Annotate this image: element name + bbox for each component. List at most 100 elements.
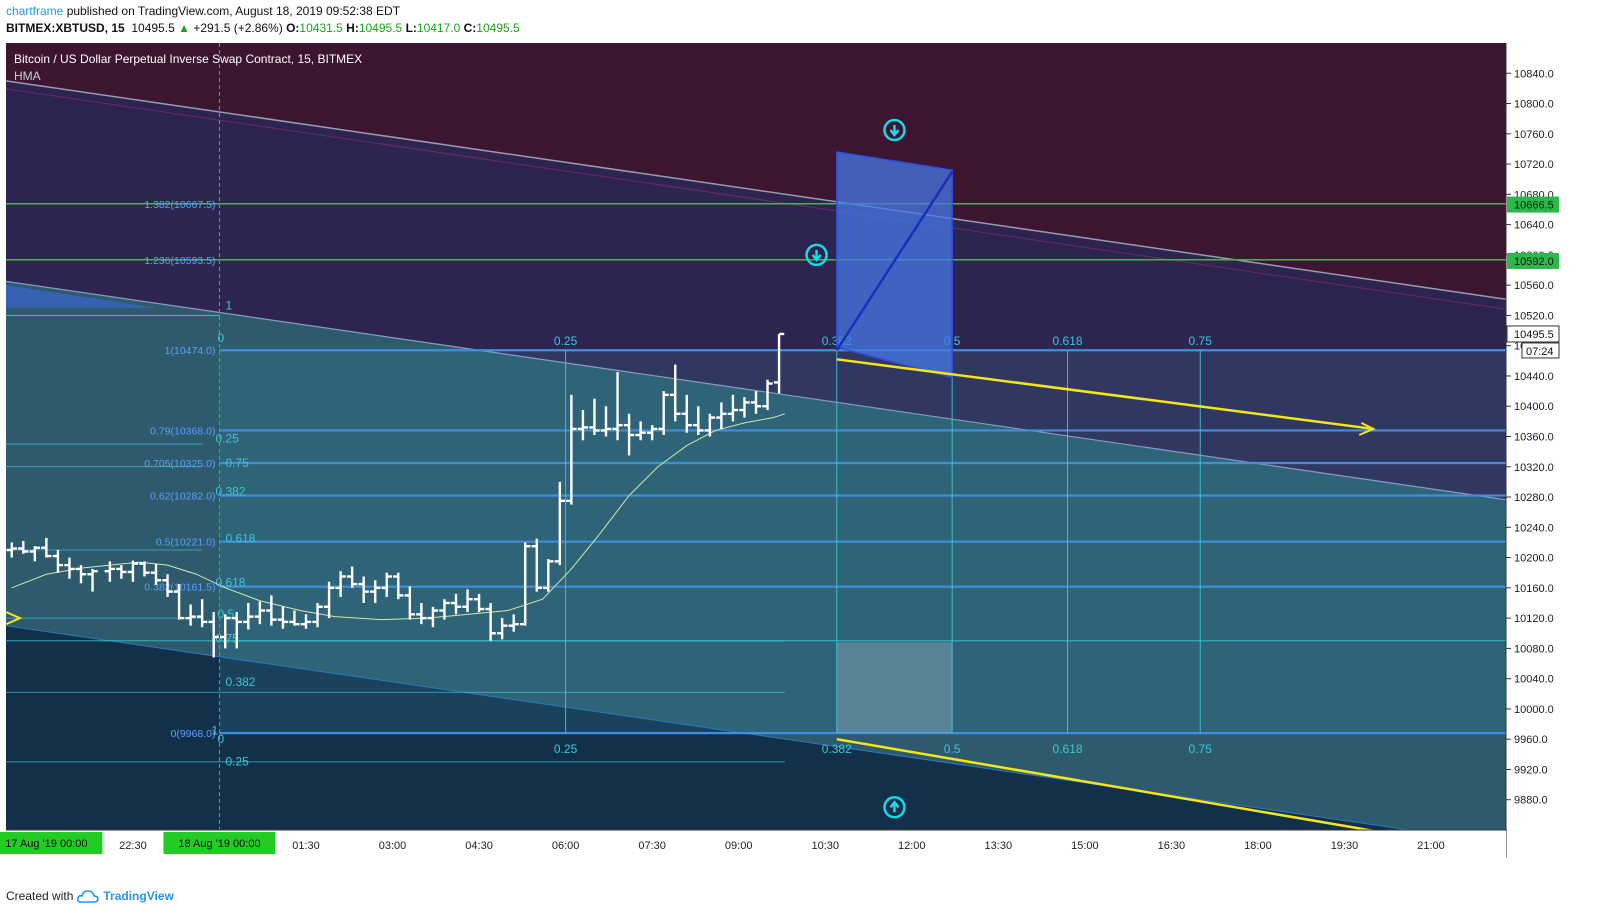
projection-box (836, 151, 953, 379)
last-price: 10495.5 (131, 21, 175, 35)
price-tick-label: 10720.0 (1514, 159, 1554, 171)
price-tick-label: 9920.0 (1514, 764, 1548, 776)
price-marker-tag (1507, 252, 1559, 269)
time-axis-labels: 22:30 01:30 03:00 04:30 06:00 07:30 09:00 10:30… (0, 832, 1445, 854)
time-tick-label: 07:30 (638, 840, 666, 852)
candle (450, 593, 462, 615)
fan-level-label: 1 (211, 724, 218, 738)
price-tick-label: 10040.0 (1514, 674, 1554, 686)
candle (773, 332, 785, 394)
price-tick-label: 10000.0 (1514, 704, 1554, 716)
price-marker-tag (1507, 196, 1559, 213)
candle (762, 379, 773, 411)
fib-time-label-top: 0.75 (1189, 334, 1213, 348)
price-tick-label: 10280.0 (1514, 492, 1554, 504)
candle (173, 584, 185, 620)
date-tag (163, 832, 276, 854)
candle (612, 372, 623, 441)
lower-channel-band (6, 625, 1506, 830)
last-price-tag (1506, 325, 1560, 343)
candle (370, 580, 381, 603)
candle (462, 589, 473, 613)
time-tick-label: 04:30 (465, 840, 493, 852)
fan-level-label: 0.75 (215, 631, 239, 645)
candle (473, 593, 485, 613)
marker-ring (883, 118, 906, 142)
open-value: 10431.5 (299, 21, 343, 35)
candle (485, 602, 496, 641)
price-tick-label: 10360.0 (1514, 432, 1554, 444)
candle (566, 394, 577, 505)
low-label: L: (405, 21, 417, 35)
candle (231, 612, 242, 649)
buy-marker-bottom (883, 796, 906, 819)
yellow-arrow-upper (836, 358, 1374, 431)
time-tick-label: 16:30 (1158, 840, 1186, 852)
candle (589, 398, 600, 435)
high-label: H: (346, 21, 359, 35)
candle (139, 561, 150, 577)
candle (750, 391, 762, 414)
candle (277, 606, 289, 629)
price-tick-label: 10440.0 (1514, 371, 1554, 383)
fan-level-label: 0.618 (215, 575, 245, 589)
time-tick-label: 18:00 (1244, 840, 1272, 852)
symbol-info: BITMEX:XBTUSD, 15 (6, 21, 125, 35)
sell-marker-mid (805, 243, 828, 267)
candle (727, 394, 739, 422)
candle (52, 550, 64, 573)
yellow-arrowhead-left (6, 611, 23, 626)
time-tick-label: 01:30 (292, 840, 320, 852)
fan-level-label: 0.618 (225, 531, 255, 545)
hma-series (11, 413, 786, 621)
candle (693, 406, 704, 435)
price-tick-label: 10400.0 (1514, 401, 1554, 413)
fib-time-label-top: 0.618 (1053, 334, 1083, 348)
author-link[interactable]: chartframe (6, 4, 64, 18)
candle (439, 599, 450, 620)
yellow-arrowhead-upper (1358, 421, 1376, 436)
sell-marker-top (883, 118, 906, 142)
candle (623, 413, 635, 456)
candle (87, 568, 98, 592)
candle (404, 586, 416, 620)
upper-trendline (6, 80, 1506, 300)
price-tick-label: 10200.0 (1514, 553, 1554, 565)
candle (358, 576, 369, 603)
time-tick-label: 19:30 (1331, 840, 1359, 852)
candle (346, 566, 358, 588)
candle (300, 614, 312, 629)
price-axis-labels: 9880.0 9920.0 9960.0 10000.0 10040.0 10080.0 1… (1506, 68, 1560, 807)
candle (531, 538, 542, 592)
drawing-overlays (805, 118, 906, 819)
arrow-up-icon (889, 800, 900, 813)
time-tick-label: 22:30 (119, 840, 147, 852)
fan-level-label: 0.382 (215, 485, 245, 499)
tradingview-cloud-icon (77, 890, 100, 903)
price-tick-label: 9880.0 (1514, 795, 1548, 807)
candle (520, 542, 531, 626)
candle (208, 612, 219, 658)
fan-level-label: 0.25 (215, 432, 239, 446)
fib-level-label: 1(10474.0) (165, 345, 216, 357)
tradingview-brand[interactable]: TradingView (103, 889, 174, 903)
candle (162, 574, 173, 597)
published-text: published on TradingView.com, August 18,… (66, 4, 401, 18)
time-tick-label: 13:30 (985, 840, 1013, 852)
candle (196, 599, 208, 628)
time-tick-label: 12:00 (898, 840, 926, 852)
candle (427, 606, 439, 628)
yellow-arrow-lower (836, 737, 1376, 830)
fib-level-label: 1.382(10667.5) (144, 199, 215, 211)
price-axis[interactable] (1506, 43, 1607, 830)
candle (646, 425, 658, 441)
candle (543, 559, 554, 592)
fib-time-label-top: 0.25 (554, 334, 578, 348)
candle (635, 421, 646, 441)
time-tick-label: 06:00 (552, 840, 580, 852)
price-tick-label: 10120.0 (1514, 613, 1554, 625)
price-tick-label: 10560.0 (1514, 280, 1554, 292)
countdown-label: 07:24 (1526, 346, 1554, 358)
upper-trendline-shadow (6, 88, 1506, 310)
